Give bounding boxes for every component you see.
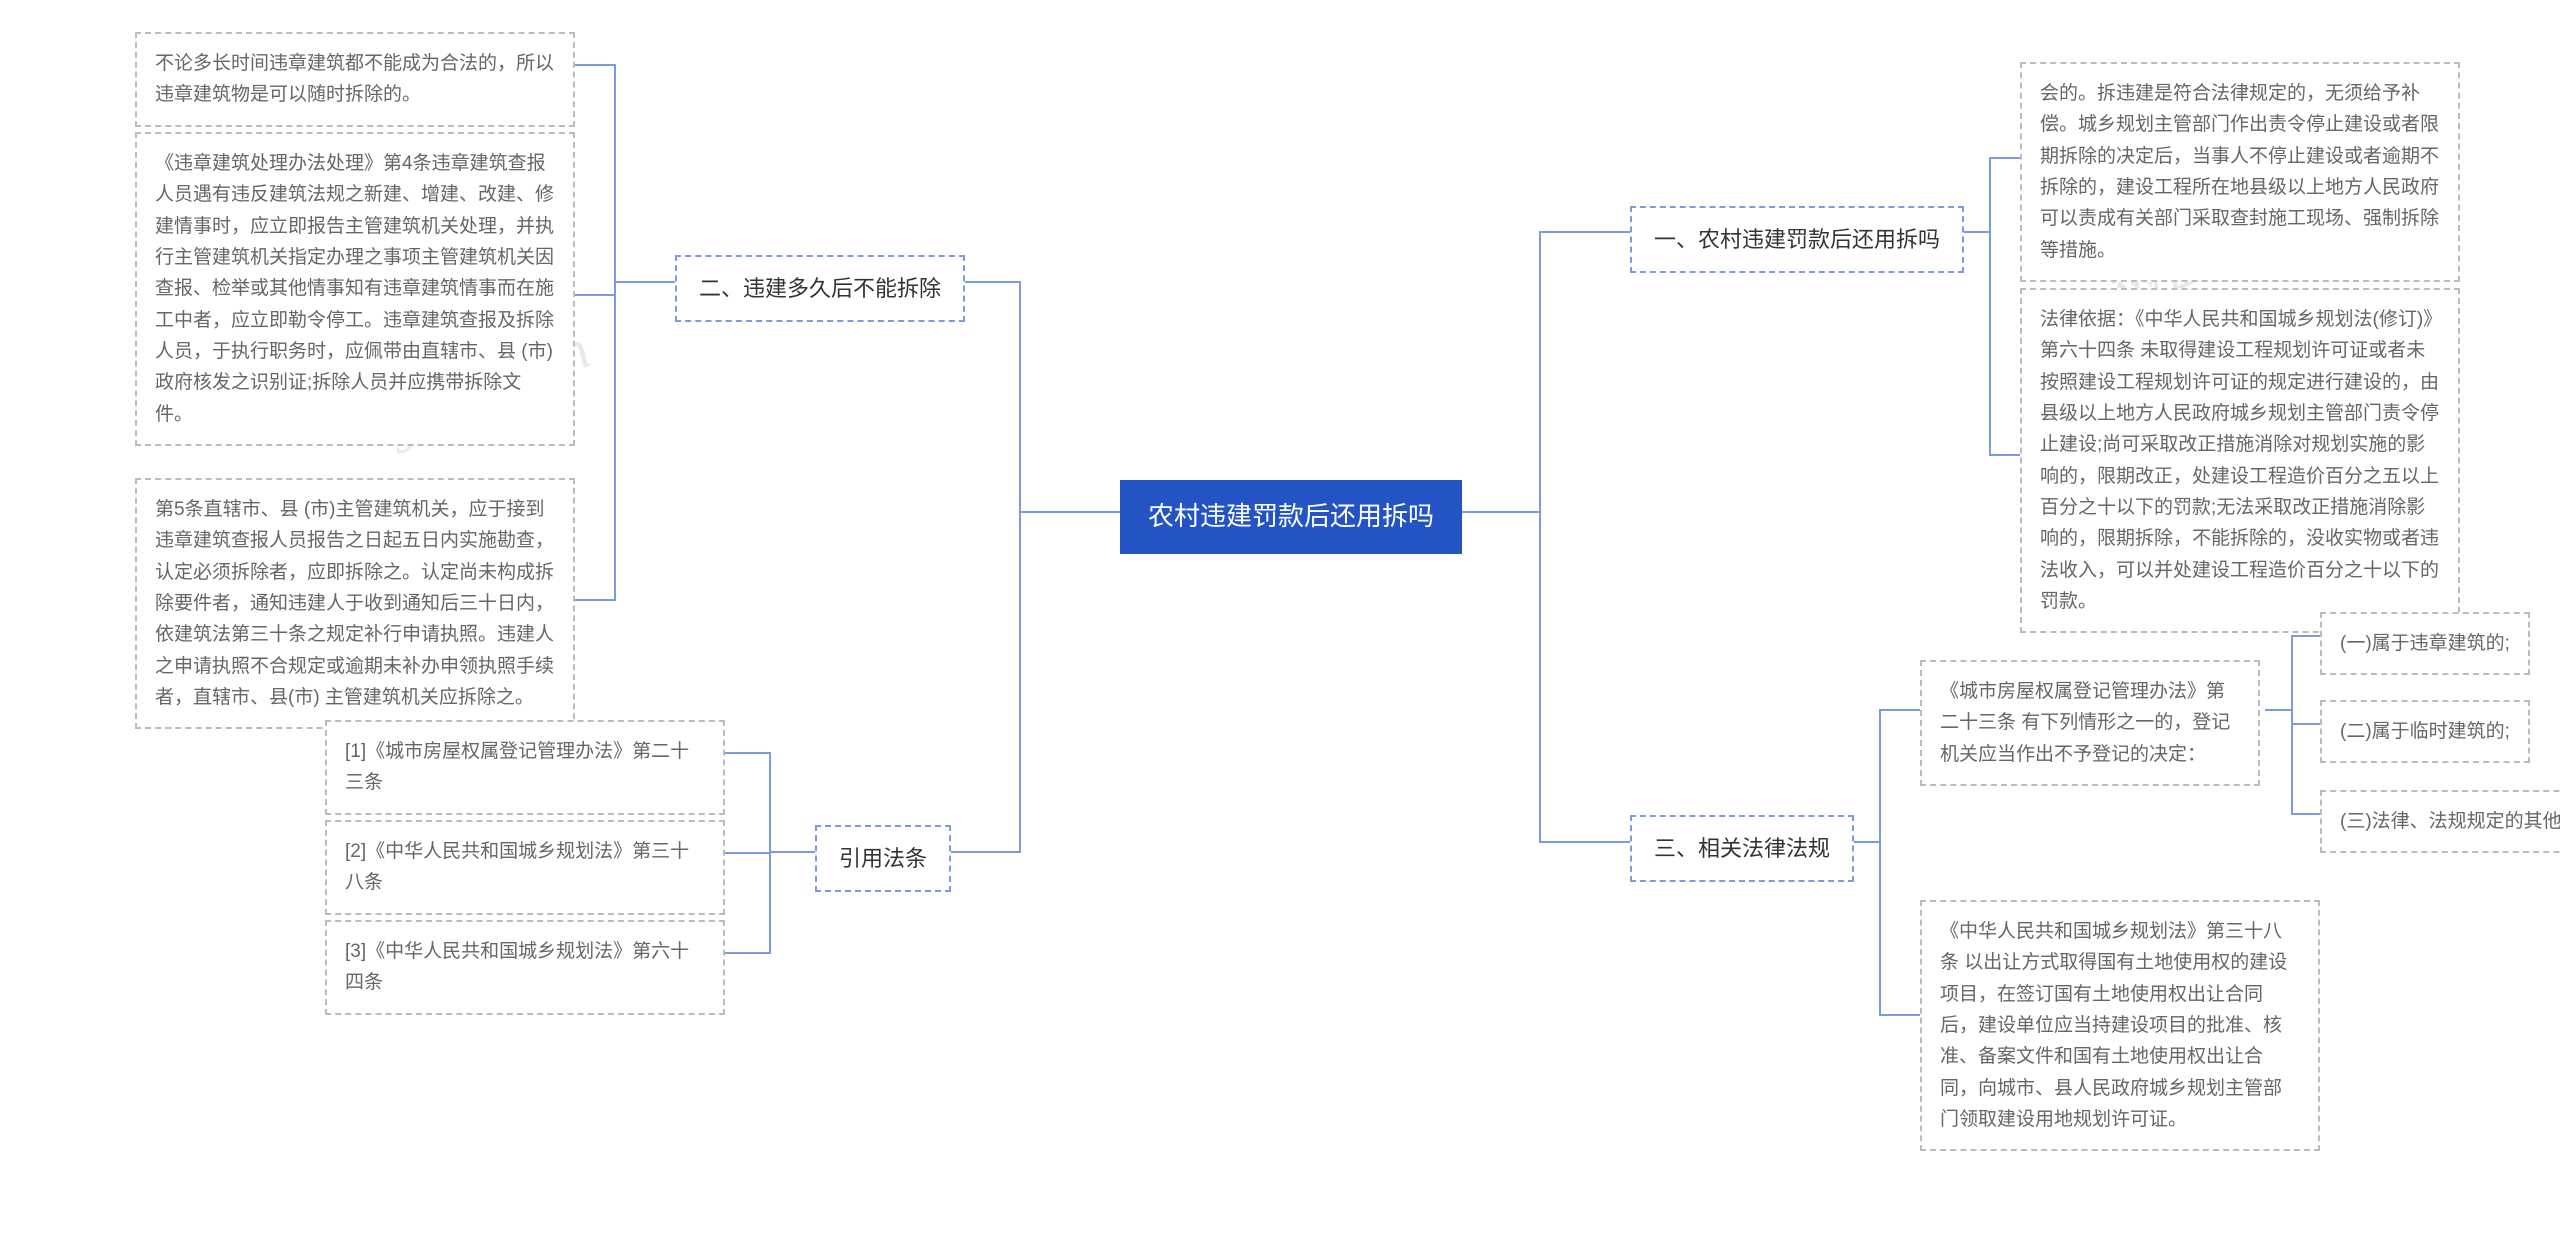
branch-1[interactable]: 一、农村违建罚款后还用拆吗 — [1630, 206, 1964, 273]
leaf-b3-1[interactable]: 《城市房屋权属登记管理办法》第二十三条 有下列情形之一的，登记机关应当作出不予登… — [1920, 660, 2260, 786]
mindmap-canvas: shutu.cn 树图 农村违建罚款后还用拆吗 一、农村违建罚款后还用拆吗 会的… — [0, 0, 2560, 1254]
leaf-ref-2[interactable]: [2]《中华人民共和国城乡规划法》第三十八条 — [325, 820, 725, 915]
leaf-b1-2[interactable]: 法律依据：《中华人民共和国城乡规划法(修订)》第六十四条 未取得建设工程规划许可… — [2020, 288, 2460, 633]
leaf-b1-1[interactable]: 会的。拆违建是符合法律规定的，无须给予补偿。城乡规划主管部门作出责令停止建设或者… — [2020, 62, 2460, 282]
leaf-b2-2[interactable]: 《违章建筑处理办法处理》第4条违章建筑查报人员遇有违反建筑法规之新建、增建、改建… — [135, 132, 575, 446]
leaf-b3-1c[interactable]: (三)法律、法规规定的其他情形。 — [2320, 790, 2560, 853]
root-node[interactable]: 农村违建罚款后还用拆吗 — [1120, 480, 1462, 554]
leaf-b3-1a[interactable]: (一)属于违章建筑的; — [2320, 612, 2530, 675]
branch-3[interactable]: 三、相关法律法规 — [1630, 815, 1854, 882]
leaf-ref-3[interactable]: [3]《中华人民共和国城乡规划法》第六十四条 — [325, 920, 725, 1015]
leaf-ref-1[interactable]: [1]《城市房屋权属登记管理办法》第二十三条 — [325, 720, 725, 815]
leaf-b3-1b[interactable]: (二)属于临时建筑的; — [2320, 700, 2530, 763]
branch-2[interactable]: 二、违建多久后不能拆除 — [675, 255, 965, 322]
leaf-b2-1[interactable]: 不论多长时间违章建筑都不能成为合法的，所以违章建筑物是可以随时拆除的。 — [135, 32, 575, 127]
branch-ref[interactable]: 引用法条 — [815, 825, 951, 892]
leaf-b3-2[interactable]: 《中华人民共和国城乡规划法》第三十八条 以出让方式取得国有土地使用权的建设项目，… — [1920, 900, 2320, 1151]
leaf-b2-3[interactable]: 第5条直辖市、县 (市)主管建筑机关，应于接到违章建筑查报人员报告之日起五日内实… — [135, 478, 575, 729]
